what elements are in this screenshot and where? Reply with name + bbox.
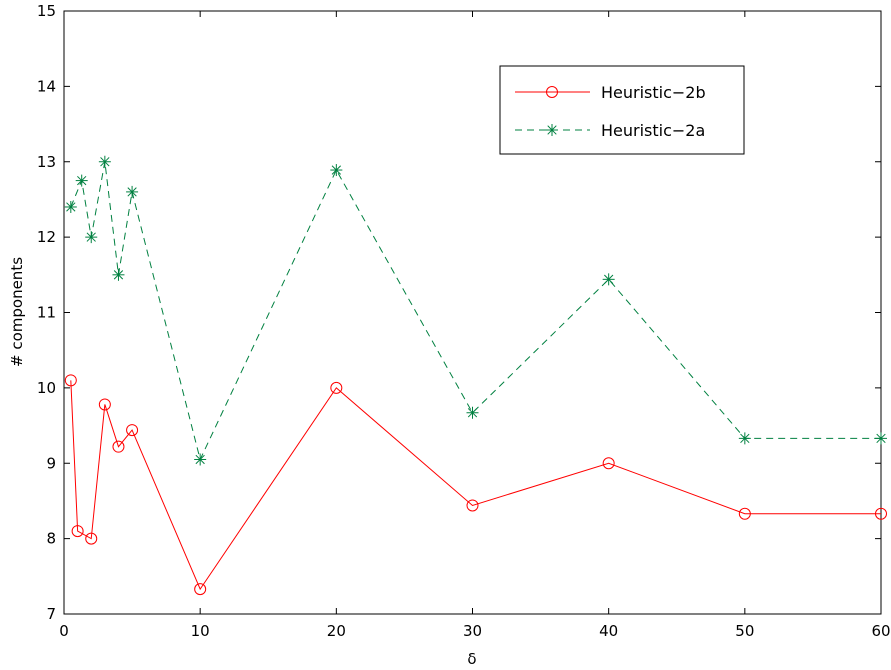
y-tick-label: 9 [46, 454, 56, 472]
data-point-marker [71, 525, 84, 538]
series-line [70, 161, 881, 461]
data-point-marker [602, 273, 615, 286]
data-point-marker [112, 268, 125, 281]
legend-label: Heuristic−2b [601, 83, 706, 102]
data-point-marker [98, 398, 111, 411]
data-point-marker [466, 406, 479, 419]
data-point-marker [126, 185, 139, 198]
legend: Heuristic−2b Heuristic−2a [499, 65, 745, 155]
data-point-marker [126, 424, 139, 437]
data-point-marker [85, 231, 98, 244]
data-point-marker [112, 440, 125, 453]
y-tick-label: 14 [37, 77, 56, 95]
y-tick-label: 15 [37, 2, 56, 20]
data-point-marker [330, 381, 343, 394]
data-point-marker [738, 432, 751, 445]
series-heuristic-2a [64, 155, 887, 466]
x-tick-label: 20 [327, 622, 346, 640]
data-point-marker [602, 457, 615, 470]
x-axis: 0 10 20 30 40 50 60 [59, 11, 891, 640]
data-point-marker [64, 374, 77, 387]
data-point-marker [75, 174, 88, 187]
data-point-marker [194, 583, 207, 596]
series-line [70, 380, 881, 591]
y-tick-label: 8 [46, 530, 56, 548]
legend-box [499, 65, 745, 155]
y-tick-label: 12 [37, 228, 56, 246]
plot-area [63, 10, 882, 615]
legend-label: Heuristic−2a [601, 121, 705, 140]
data-point-marker [738, 507, 751, 520]
data-point-marker [194, 453, 207, 466]
data-point-marker [875, 507, 887, 520]
data-point-marker [875, 432, 887, 445]
data-point-marker [85, 532, 98, 545]
y-tick-label: 10 [37, 379, 56, 397]
x-tick-label: 0 [59, 622, 69, 640]
data-point-marker [546, 124, 558, 136]
x-axis-label: δ [467, 650, 476, 668]
y-tick-label: 7 [46, 605, 56, 623]
data-point-marker [330, 164, 343, 177]
y-axis-label: # components [8, 257, 26, 367]
data-point-marker [64, 200, 77, 213]
data-point-marker [546, 86, 558, 98]
data-point-marker [466, 499, 479, 512]
y-tick-label: 13 [37, 153, 56, 171]
y-axis: 7 8 9 10 11 12 13 14 15 [37, 2, 881, 623]
x-tick-label: 30 [463, 622, 482, 640]
x-tick-label: 40 [599, 622, 618, 640]
data-point-marker [98, 155, 111, 168]
x-tick-label: 50 [735, 622, 754, 640]
plot-frame [63, 10, 882, 615]
series-heuristic-2b [64, 374, 887, 596]
x-tick-label: 60 [871, 622, 890, 640]
series-layer [64, 155, 887, 596]
y-tick-label: 11 [37, 304, 56, 322]
x-tick-label: 10 [191, 622, 210, 640]
